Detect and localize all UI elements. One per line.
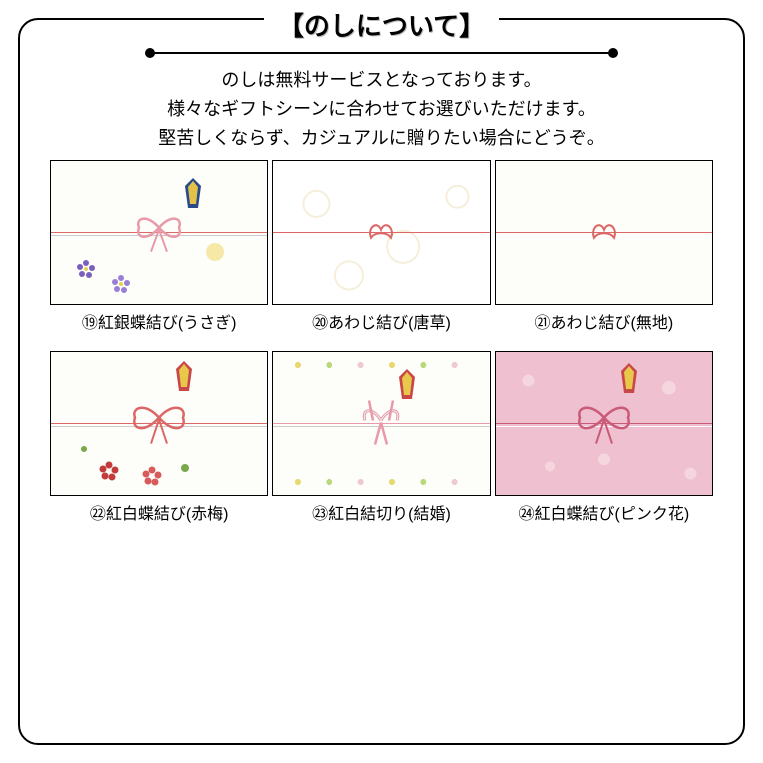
bud-icon: [181, 464, 189, 472]
noshi-tag-icon: [621, 363, 637, 393]
noshi-tag-icon: [185, 178, 201, 208]
title-wrap: 【のしについて】: [0, 6, 763, 43]
plum-icon: [99, 461, 119, 481]
noshi-label: 紅銀蝶結び(うさぎ): [98, 315, 237, 332]
noshi-caption: ㉑あわじ結び(無地): [495, 309, 713, 333]
noshi-num: ㉒: [90, 506, 106, 523]
noshi-num: ㉑: [534, 315, 550, 332]
noshi-label: あわじ結び(唐草): [328, 315, 451, 332]
awaji-knot-icon: [590, 219, 618, 241]
noshi-num: ⑳: [312, 315, 328, 332]
noshi-tag-icon: [176, 361, 192, 391]
noshi-label: あわじ結び(無地): [550, 315, 673, 332]
noshi-caption: ㉓紅白結切り(結婚): [272, 500, 490, 524]
title-rule: [150, 52, 613, 54]
noshi-num: ㉓: [312, 506, 328, 523]
intro-line: 堅苦しくならず、カジュアルに贈りたい場合にどうぞ。: [0, 124, 763, 153]
plum-icon: [142, 466, 162, 486]
noshi-label: 紅白結切り(結婚): [328, 506, 451, 523]
noshi-caption: ㉔紅白蝶結び(ピンク花): [495, 500, 713, 524]
noshi-label: 紅白蝶結び(赤梅): [106, 506, 229, 523]
bow-icon: [127, 397, 191, 445]
noshi-thumb-karakusa: [272, 160, 490, 305]
flower-icon: [112, 275, 130, 293]
moon-icon: [206, 243, 224, 261]
noshi-tag-icon: [399, 369, 415, 399]
noshi-num: ⑲: [82, 315, 98, 332]
noshi-label: 紅白蝶結び(ピンク花): [534, 506, 689, 523]
noshi-option: ⑲紅銀蝶結び(うさぎ): [50, 160, 268, 333]
garland-icon: [277, 358, 485, 372]
bow-icon: [572, 397, 636, 445]
noshi-option: ㉑あわじ結び(無地): [495, 160, 713, 333]
noshi-thumb-plain: [495, 160, 713, 305]
page-title: 【のしについて】: [264, 6, 499, 43]
noshi-option: ⑳あわじ結び(唐草): [272, 160, 490, 333]
flower-icon: [77, 260, 95, 278]
noshi-thumb-kekkon: [272, 351, 490, 496]
noshi-caption: ⑳あわじ結び(唐草): [272, 309, 490, 333]
intro-line: のしは無料サービスとなっております。: [0, 66, 763, 95]
noshi-option: ㉓紅白結切り(結婚): [272, 351, 490, 524]
noshi-caption: ⑲紅銀蝶結び(うさぎ): [50, 309, 268, 333]
noshi-grid: ⑲紅銀蝶結び(うさぎ) ⑳あわじ結び(唐草) ㉑あわじ結び(無地): [50, 160, 713, 524]
noshi-option: ㉔紅白蝶結び(ピンク花): [495, 351, 713, 524]
noshi-thumb-usagi: [50, 160, 268, 305]
noshi-thumb-akaume: [50, 351, 268, 496]
musubikiri-icon: [353, 396, 409, 446]
awaji-knot-icon: [367, 219, 395, 241]
noshi-option: ㉒紅白蝶結び(赤梅): [50, 351, 268, 524]
garland-icon: [277, 475, 485, 489]
noshi-caption: ㉒紅白蝶結び(赤梅): [50, 500, 268, 524]
intro-text: のしは無料サービスとなっております。 様々なギフトシーンに合わせてお選びいただけ…: [0, 66, 763, 152]
intro-line: 様々なギフトシーンに合わせてお選びいただけます。: [0, 95, 763, 124]
noshi-num: ㉔: [518, 506, 534, 523]
bud-icon: [81, 446, 87, 452]
bow-icon: [129, 207, 189, 253]
noshi-thumb-pinkhana: [495, 351, 713, 496]
